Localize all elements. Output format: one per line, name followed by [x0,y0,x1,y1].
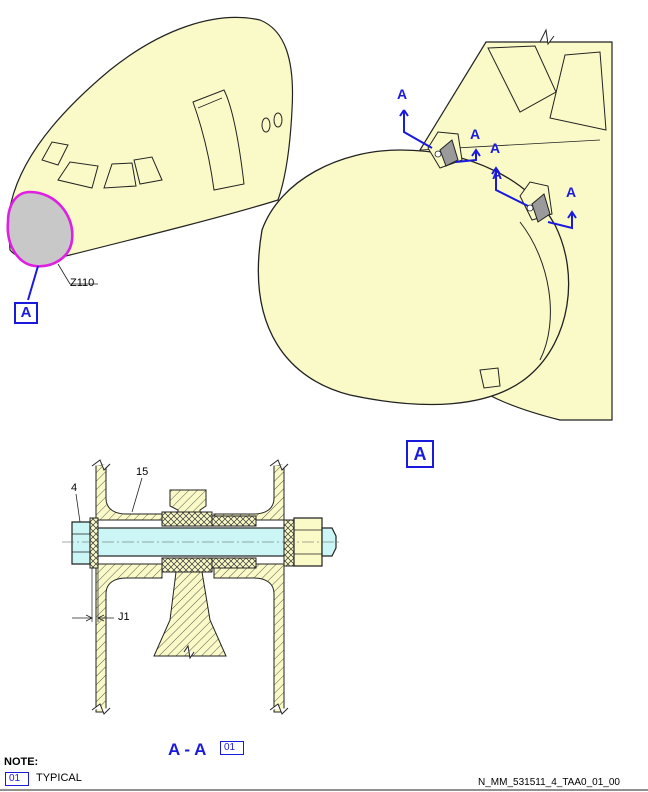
porthole [261,117,271,133]
bushing [211,515,257,527]
radome-open [257,149,570,406]
section-ref-tag: 01 [220,741,245,755]
cockpit-window [549,51,607,131]
dimension-j1: J1 [118,611,130,623]
detail-a-view [257,28,613,421]
bushing [161,557,213,573]
leader-15 [131,477,143,513]
hinge [479,367,501,389]
cockpit-window [41,141,69,166]
latch-fitting-2 [519,181,553,223]
fuselage-body [7,16,294,261]
section-a-a-view [62,459,342,715]
leader-4 [75,493,81,523]
section-title: A - A [168,740,207,759]
cockpit-window [133,156,163,185]
item-number-4: 4 [71,482,78,494]
center-fitting-lower [153,571,227,657]
document-id: N_MM_531511_4_TAA0_01_00 [478,777,620,788]
note-text: TYPICAL [36,772,82,784]
section-arrow-label: A [490,140,501,156]
crew-door [192,89,245,191]
detail-view-label: A [406,440,434,468]
washer [283,519,295,567]
section-cut-lines [399,109,577,230]
zone-label: Z110 [70,277,95,289]
cockpit-window [57,161,99,189]
note-tag: 01 [5,772,30,786]
left-frame [95,464,163,521]
right-frame [213,464,285,521]
left-frame-lower [95,563,163,713]
fuselage-nose-overview [6,16,294,301]
section-arrow-label: A [492,166,503,182]
cockpit-window [103,162,137,189]
item-number-15: 15 [136,466,149,478]
section-arrow-label: A [397,86,408,102]
latch-fitting-1 [427,131,463,169]
section-arrow-label: A [470,126,481,142]
section-arrow-label: A [566,184,577,200]
radome-highlight [6,190,74,268]
bolt-head [71,521,91,565]
detail-callout-box[interactable]: A [14,302,38,324]
right-frame-lower [213,563,285,713]
note-heading: NOTE: [4,756,39,768]
bushing [161,511,213,527]
bushing [211,557,257,569]
washer [89,517,99,569]
porthole [273,112,283,128]
